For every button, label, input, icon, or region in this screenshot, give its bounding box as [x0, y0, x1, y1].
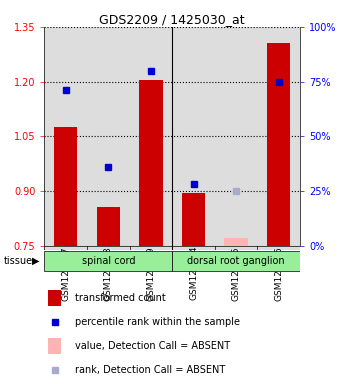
Bar [44, 27, 87, 246]
Text: transformed count: transformed count [75, 293, 166, 303]
Text: GSM124418: GSM124418 [104, 246, 113, 301]
Bar [215, 27, 257, 246]
Bar [215, 246, 257, 250]
Bar [44, 246, 87, 250]
Bar [130, 246, 172, 250]
Title: GDS2209 / 1425030_at: GDS2209 / 1425030_at [99, 13, 245, 26]
Bar [87, 246, 130, 250]
Bar [44, 251, 172, 271]
Bar [48, 338, 61, 354]
Bar [172, 27, 215, 246]
Bar [257, 27, 300, 246]
Bar [139, 80, 163, 246]
Bar [257, 246, 300, 250]
Bar [224, 238, 248, 246]
Text: percentile rank within the sample: percentile rank within the sample [75, 317, 240, 327]
Text: GSM124415: GSM124415 [232, 246, 241, 301]
Text: rank, Detection Call = ABSENT: rank, Detection Call = ABSENT [75, 365, 225, 375]
Text: tissue: tissue [3, 256, 32, 266]
Text: GSM124419: GSM124419 [146, 246, 155, 301]
Bar [130, 27, 172, 246]
Text: ▶: ▶ [32, 256, 40, 266]
Bar [182, 193, 205, 246]
Bar [267, 43, 291, 246]
Text: spinal cord: spinal cord [81, 256, 135, 266]
Text: GSM124414: GSM124414 [189, 246, 198, 300]
Text: GSM124416: GSM124416 [274, 246, 283, 301]
Bar [97, 207, 120, 246]
Bar [48, 290, 61, 306]
Bar [87, 27, 130, 246]
Text: dorsal root ganglion: dorsal root ganglion [187, 256, 285, 266]
Bar [54, 127, 77, 246]
Text: GSM124417: GSM124417 [61, 246, 70, 301]
Bar [172, 246, 215, 250]
Bar [172, 251, 300, 271]
Text: value, Detection Call = ABSENT: value, Detection Call = ABSENT [75, 341, 230, 351]
